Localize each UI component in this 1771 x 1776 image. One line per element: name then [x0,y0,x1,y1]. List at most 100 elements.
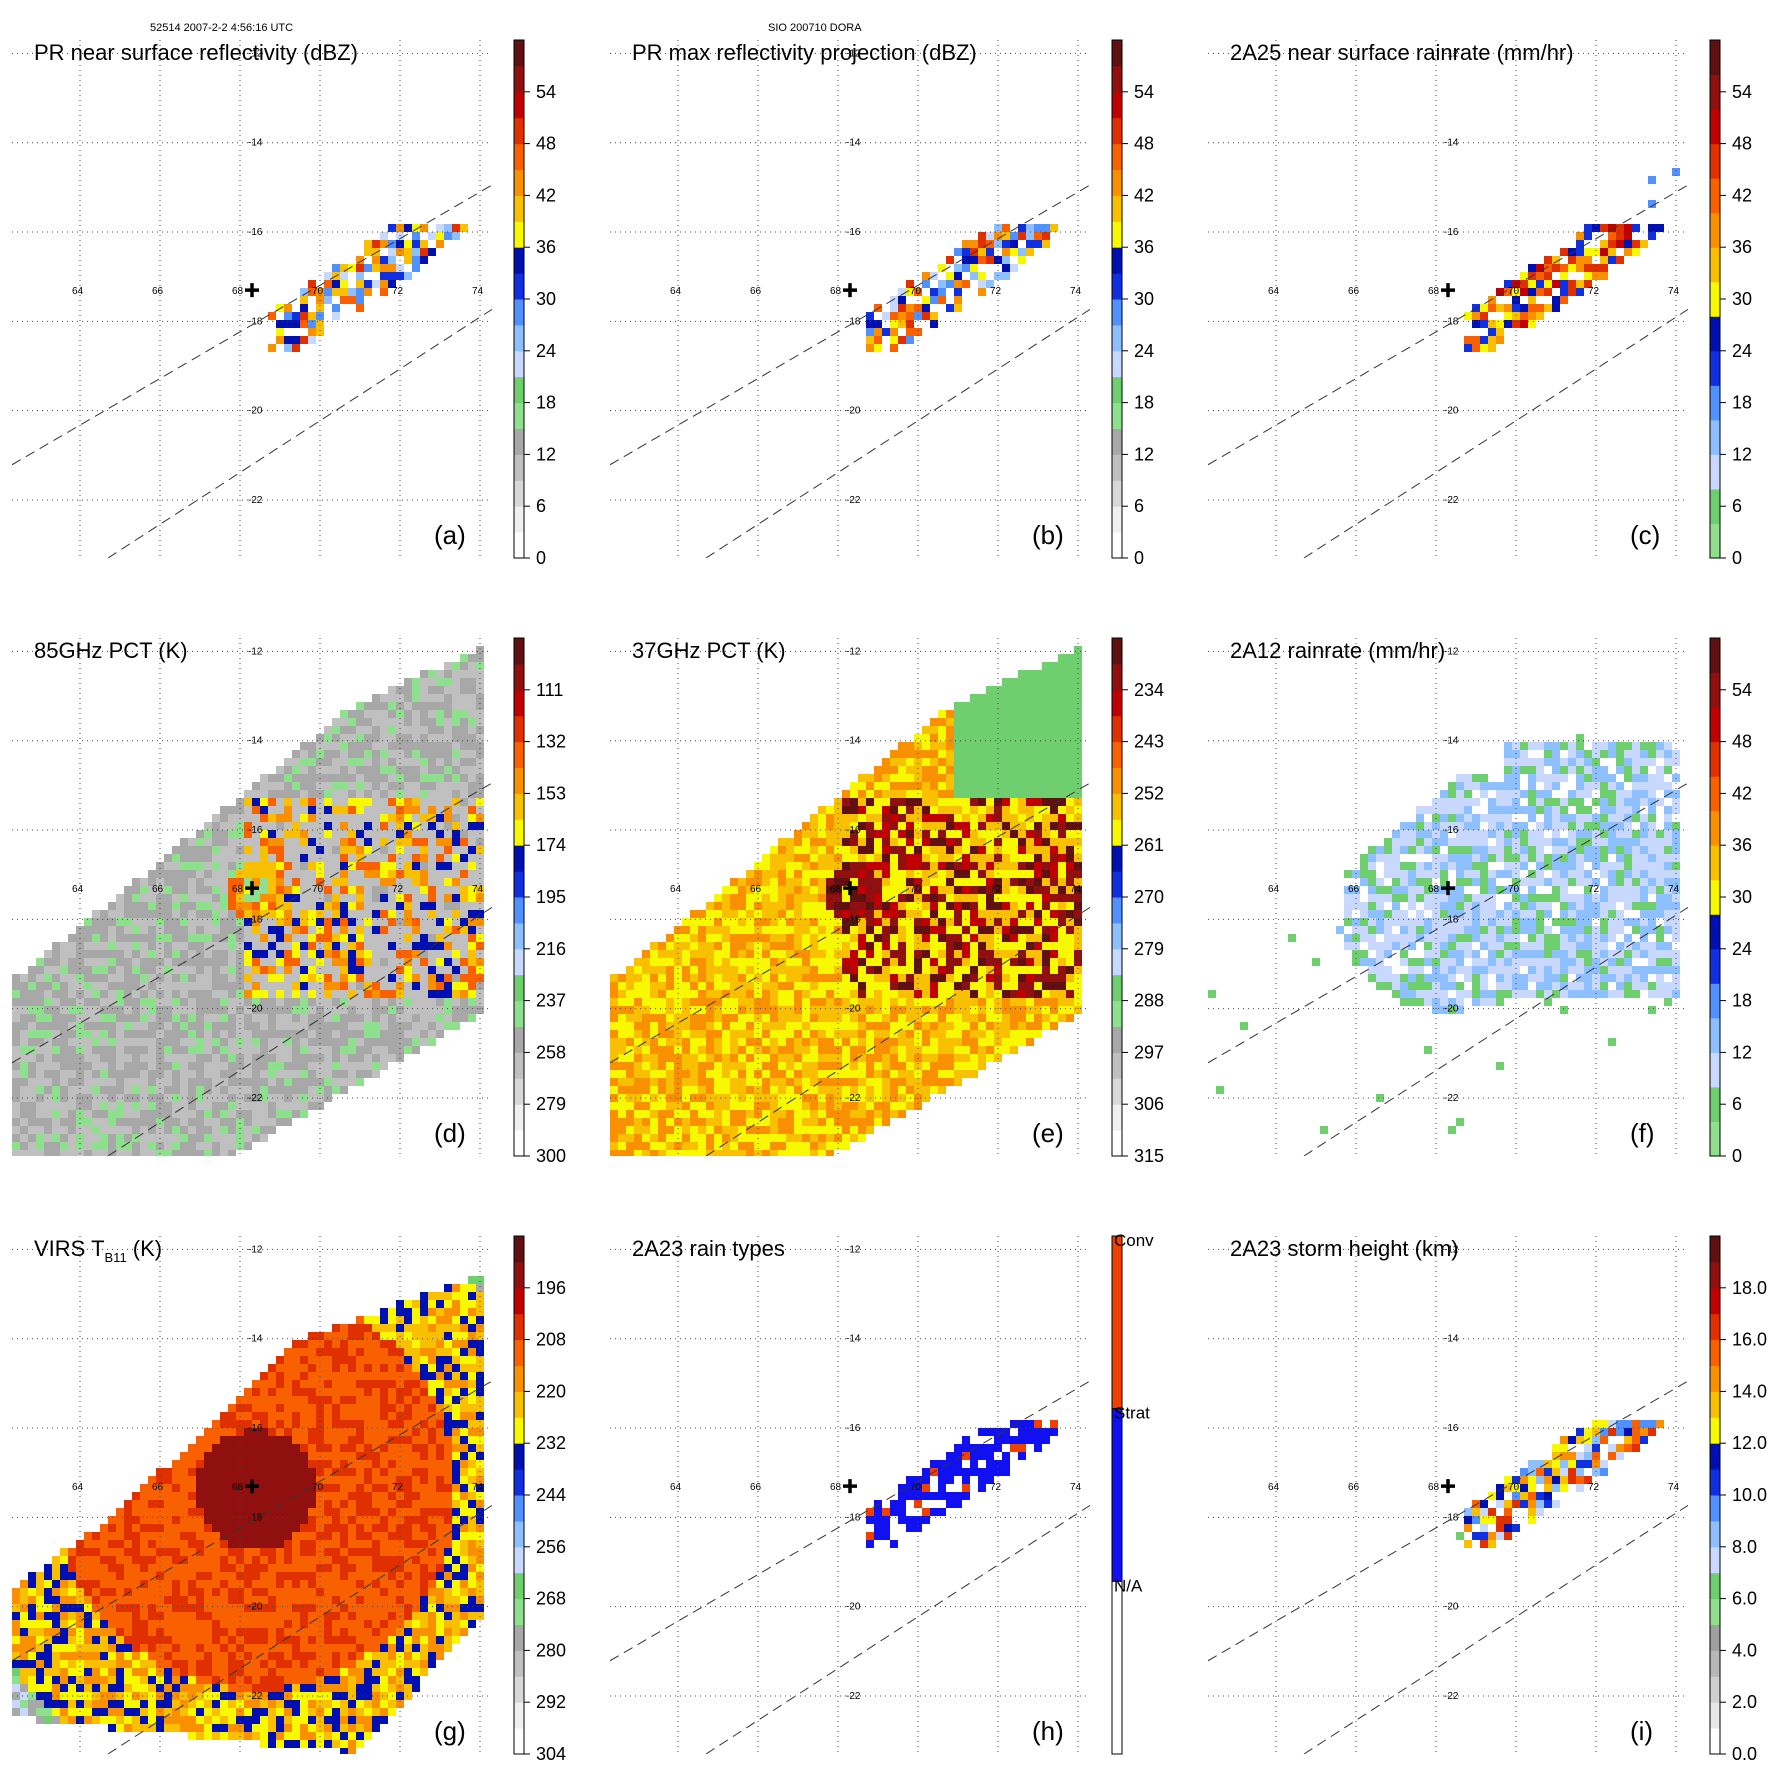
heatmap-cell [1002,998,1010,1006]
heatmap-cell [1034,678,1042,686]
colorbar-swatch [1710,282,1720,317]
heatmap-cell [634,1014,642,1022]
heatmap-cell [706,1014,714,1022]
heatmap-cell [986,974,994,982]
heatmap-cell [970,798,978,806]
heatmap-cell [236,958,244,966]
heatmap-cell [100,1094,108,1102]
heatmap-cell [476,726,484,734]
heatmap-cell [244,990,252,998]
heatmap-cell [396,248,404,256]
heatmap-cell [292,854,300,862]
heatmap-cell [116,1014,124,1022]
heatmap-cell [188,1054,196,1062]
heatmap-cell [380,766,388,774]
heatmap-cell [276,1118,284,1126]
heatmap-cell [20,1030,28,1038]
heatmap-cell [404,798,412,806]
heatmap-cell [1568,256,1576,264]
heatmap-cell [276,1070,284,1078]
heatmap-cell [938,1046,946,1054]
heatmap-cell [906,814,914,822]
heatmap-cell [428,726,436,734]
heatmap-cell [978,750,986,758]
colorbar-swatch [514,480,524,506]
heatmap-cell [436,910,444,918]
heatmap-cell [1058,662,1066,670]
heatmap-cell [930,910,938,918]
heatmap-cell [1074,726,1082,734]
heatmap-cell [300,1038,308,1046]
heatmap-cell [452,232,460,240]
heatmap-cell [308,942,316,950]
heatmap-cell [412,894,420,902]
heatmap-cell [204,1142,212,1150]
heatmap-cell [204,1006,212,1014]
heatmap-cell [1018,894,1026,902]
heatmap-cell [666,990,674,998]
heatmap-cell [220,1118,228,1126]
colorbar-swatch [514,170,524,196]
heatmap-cell [172,1006,180,1014]
heatmap-cell [1010,950,1018,958]
heatmap-cell [324,1062,332,1070]
heatmap-cell [698,926,706,934]
heatmap-cell [762,998,770,1006]
heatmap-cell [1026,990,1034,998]
heatmap-cell [84,974,92,982]
heatmap-cell [300,974,308,982]
heatmap-cell [460,854,468,862]
heatmap-cell [188,1126,196,1134]
heatmap-cell [148,1022,156,1030]
lon-tick-label: 74 [472,286,484,297]
heatmap-cell [1002,926,1010,934]
heatmap-cell [770,878,778,886]
heatmap-cell [308,1038,316,1046]
heatmap-cell [276,854,284,862]
heatmap-cell [802,1014,810,1022]
heatmap-cell [44,1078,52,1086]
heatmap-cell [1632,224,1640,232]
heatmap-cell [1050,878,1058,886]
heatmap-cell [722,926,730,934]
heatmap-cell [1520,312,1528,320]
heatmap-cell [460,662,468,670]
heatmap-cell [938,758,946,766]
heatmap-cell [452,750,460,758]
heatmap-cell [308,998,316,1006]
colorbar-tick-label: 36 [1732,237,1752,257]
heatmap-cell [946,958,954,966]
heatmap-cell [1066,822,1074,830]
heatmap-cell [914,328,922,336]
heatmap-cell [762,1030,770,1038]
heatmap-cell [212,1054,220,1062]
heatmap-cell [372,798,380,806]
heatmap-cell [674,926,682,934]
heatmap-cell [436,750,444,758]
heatmap-cell [124,982,132,990]
heatmap-cell [300,1062,308,1070]
heatmap-cell [1066,798,1074,806]
heatmap-cell [730,1054,738,1062]
heatmap-cell [244,854,252,862]
heatmap-cell [802,934,810,942]
heatmap-cell [802,974,810,982]
heatmap-cell [140,1070,148,1078]
heatmap-cell [1528,320,1536,328]
heatmap-cell [770,1046,778,1054]
heatmap-cell [124,934,132,942]
lon-tick-label: 64 [72,884,84,895]
heatmap-cell [396,766,404,774]
heatmap-cell [1544,280,1552,288]
colorbar-swatch [1112,273,1122,299]
heatmap-cell [1464,336,1472,344]
heatmap-cell [1018,702,1026,710]
heatmap-cell [364,1054,372,1062]
heatmap-cell [946,910,954,918]
colorbar-tick-label: 30 [1134,289,1154,309]
heatmap-cell [970,1030,978,1038]
heatmap-cell [60,1118,68,1126]
heatmap-cell [380,966,388,974]
